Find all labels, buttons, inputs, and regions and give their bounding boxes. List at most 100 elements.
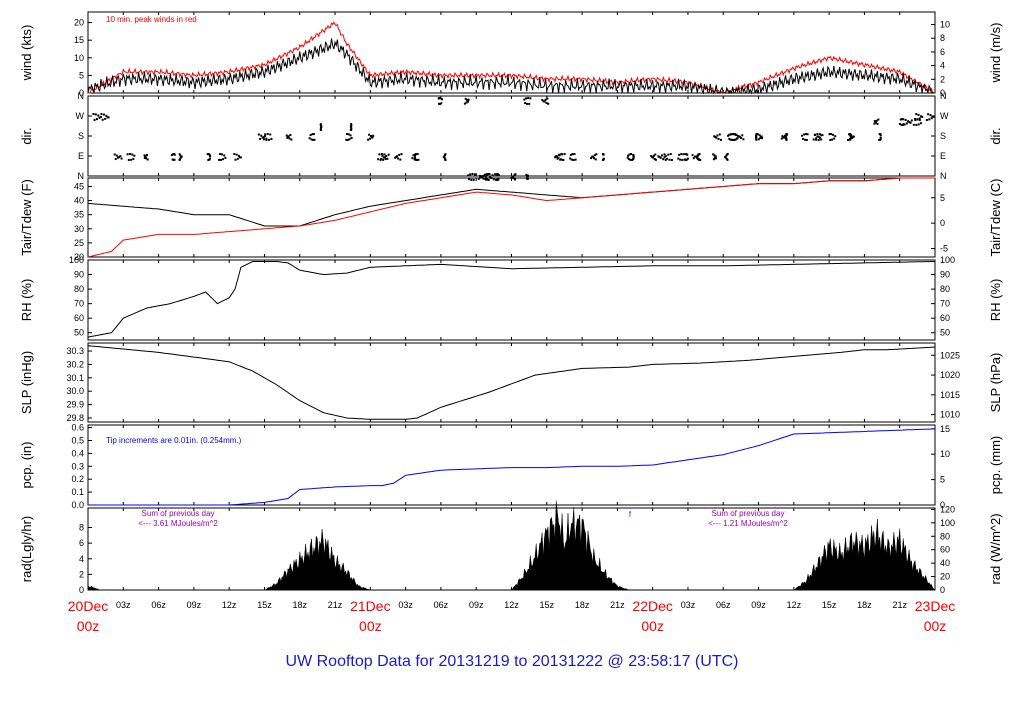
direction-point	[693, 155, 696, 158]
direction-point	[666, 157, 669, 160]
day-label-hour: 00z	[641, 618, 664, 634]
hour-label: 15z	[257, 600, 272, 610]
direction-point	[526, 178, 529, 181]
direction-point	[652, 156, 655, 159]
direction-point	[486, 178, 489, 181]
left-tick-label: 30.2	[66, 359, 84, 369]
right-tick-label: 1010	[940, 410, 960, 420]
direction-point	[910, 119, 913, 122]
direction-point	[691, 154, 694, 157]
direction-point	[346, 138, 349, 141]
direction-point	[114, 158, 117, 161]
direction-point	[697, 153, 700, 156]
direction-point	[219, 158, 222, 161]
direction-point	[482, 177, 485, 180]
direction-point	[834, 135, 837, 138]
direction-point	[473, 173, 476, 176]
direction-point	[369, 137, 372, 140]
direction-point	[662, 158, 665, 161]
direction-point	[735, 133, 738, 136]
direction-point	[785, 138, 788, 141]
right-tick-label: -5	[940, 244, 948, 254]
direction-point	[806, 133, 809, 136]
direction-point	[820, 134, 823, 137]
day-label-date: 21Dec	[350, 598, 390, 614]
direction-point	[172, 153, 175, 156]
direction-point	[755, 133, 758, 136]
left-tick-label: 8	[79, 523, 84, 533]
direction-point	[223, 154, 226, 157]
direction-point	[468, 178, 471, 181]
direction-point	[902, 118, 905, 121]
direction-point	[733, 133, 736, 136]
direction-point	[908, 120, 911, 123]
direction-point	[234, 158, 237, 161]
right-tick-label: 100	[940, 518, 955, 528]
direction-point	[472, 178, 475, 181]
hour-label: 09z	[187, 600, 202, 610]
direction-point	[127, 158, 130, 161]
direction-point	[818, 133, 821, 136]
direction-point	[556, 155, 559, 158]
direction-point	[417, 158, 420, 161]
left-tick-label: 30.3	[66, 346, 84, 356]
direction-point	[928, 118, 931, 121]
direction-point	[828, 133, 831, 136]
direction-point	[259, 137, 262, 140]
direction-point	[260, 134, 263, 137]
direction-point	[262, 138, 265, 141]
hour-label: 06z	[434, 600, 449, 610]
direction-point	[440, 102, 443, 105]
left-tick-label: 0.6	[71, 423, 84, 433]
direction-point	[632, 156, 635, 159]
y-axis-label-left: pcp. (in)	[19, 442, 34, 489]
right-tick-label: 10	[940, 449, 950, 459]
direction-point	[698, 153, 701, 156]
direction-point	[101, 118, 104, 121]
direction-point	[493, 173, 496, 176]
hour-label: 18z	[292, 600, 307, 610]
direction-point	[542, 100, 545, 103]
direction-point	[265, 137, 268, 140]
direction-point	[558, 154, 561, 157]
direction-point	[914, 118, 917, 121]
direction-point	[381, 154, 384, 157]
direction-point	[660, 154, 663, 157]
right-tick-label: 40	[940, 558, 950, 568]
right-tick-label: N	[940, 91, 947, 101]
direction-point	[815, 138, 818, 141]
left-tick-label: 0	[79, 88, 84, 98]
direction-point	[369, 135, 372, 138]
left-tick-label: 0	[79, 585, 84, 595]
direction-point	[349, 125, 352, 128]
annotation: <--- 1.21 MJoules/m^2	[708, 519, 788, 528]
day-label-hour: 00z	[77, 618, 100, 634]
direction-point	[206, 153, 209, 156]
direction-point	[714, 156, 717, 159]
direction-point	[757, 138, 760, 141]
direction-point	[654, 158, 657, 161]
right-tick-label: 50	[940, 328, 950, 338]
left-tick-label: 90	[74, 270, 84, 280]
right-tick-label: 60	[940, 545, 950, 555]
direction-point	[815, 137, 818, 140]
hour-label: 12z	[222, 600, 237, 610]
direction-point	[529, 97, 532, 100]
direction-point	[761, 137, 764, 140]
direction-point	[927, 113, 930, 116]
direction-point	[413, 155, 416, 158]
left-tick-label: 80	[74, 284, 84, 294]
direction-point	[382, 156, 385, 159]
direction-point	[559, 158, 562, 161]
direction-point	[717, 138, 720, 141]
hour-label: 03z	[116, 600, 131, 610]
direction-point	[919, 122, 922, 125]
direction-point	[650, 155, 653, 158]
direction-point	[849, 133, 852, 136]
direction-point	[380, 157, 383, 160]
direction-point	[442, 155, 445, 158]
direction-point	[415, 158, 418, 161]
direction-point	[208, 158, 211, 161]
direction-point	[378, 153, 381, 156]
